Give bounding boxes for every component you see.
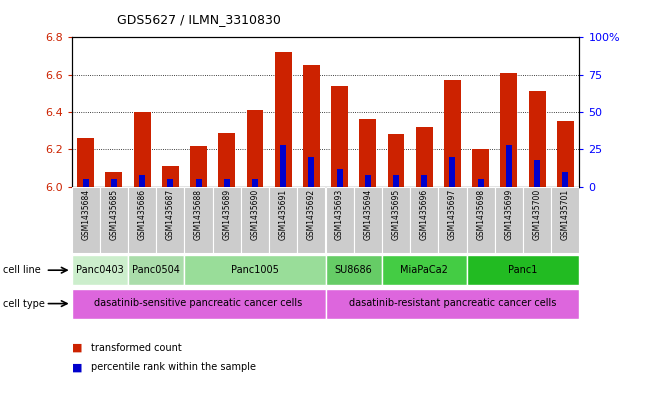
Bar (478, 179, 484, 187)
Text: GSM1435698: GSM1435698 (476, 189, 485, 240)
Bar (72, 255, 128, 285)
Bar (523, 187, 551, 253)
Text: Panc1: Panc1 (508, 264, 538, 275)
Text: GSM1435696: GSM1435696 (420, 189, 429, 240)
Bar (100, 187, 128, 253)
Text: GSM1435684: GSM1435684 (81, 189, 90, 240)
Text: GSM1435687: GSM1435687 (166, 189, 175, 240)
Bar (472, 149, 489, 187)
Bar (303, 65, 320, 187)
Bar (252, 179, 258, 187)
Bar (275, 52, 292, 187)
Text: GSM1435699: GSM1435699 (505, 189, 514, 240)
Bar (83, 179, 89, 187)
Bar (77, 138, 94, 187)
Text: GSM1435685: GSM1435685 (109, 189, 118, 240)
Bar (438, 187, 467, 253)
Bar (562, 172, 568, 187)
Bar (353, 187, 382, 253)
Bar (410, 187, 438, 253)
Bar (162, 166, 179, 187)
Bar (495, 187, 523, 253)
Bar (111, 179, 117, 187)
Bar (365, 175, 371, 187)
Bar (128, 187, 156, 253)
Bar (156, 187, 184, 253)
Text: GSM1435697: GSM1435697 (448, 189, 457, 240)
Bar (133, 112, 150, 187)
Text: GSM1435689: GSM1435689 (222, 189, 231, 240)
Text: GSM1435701: GSM1435701 (561, 189, 570, 240)
Bar (359, 119, 376, 187)
Bar (467, 255, 579, 285)
Bar (218, 132, 235, 187)
Bar (213, 187, 241, 253)
Text: cell type: cell type (3, 299, 45, 309)
Bar (534, 160, 540, 187)
Bar (190, 145, 207, 187)
Bar (337, 169, 342, 187)
Bar (467, 187, 495, 253)
Text: GSM1435686: GSM1435686 (137, 189, 146, 240)
Bar (184, 187, 213, 253)
Bar (421, 175, 427, 187)
Bar (449, 157, 456, 187)
Bar (387, 134, 404, 187)
Bar (167, 179, 173, 187)
Bar (501, 73, 518, 187)
Bar (72, 187, 100, 253)
Bar (382, 187, 410, 253)
Bar (326, 187, 353, 253)
Text: ■: ■ (72, 362, 82, 373)
Text: cell line: cell line (3, 265, 41, 275)
Bar (184, 255, 326, 285)
Bar (269, 187, 298, 253)
Text: dasatinib-resistant pancreatic cancer cells: dasatinib-resistant pancreatic cancer ce… (349, 298, 556, 308)
Text: transformed count: transformed count (91, 343, 182, 353)
Bar (309, 157, 314, 187)
Text: Panc0403: Panc0403 (76, 264, 124, 275)
Text: GSM1435690: GSM1435690 (251, 189, 260, 240)
Bar (529, 92, 546, 187)
Bar (139, 175, 145, 187)
Bar (280, 145, 286, 187)
Bar (247, 110, 264, 187)
Text: ■: ■ (72, 343, 82, 353)
Text: GSM1435700: GSM1435700 (533, 189, 542, 240)
Bar (382, 255, 467, 285)
Bar (444, 80, 461, 187)
Bar (241, 187, 269, 253)
Text: dasatinib-sensitive pancreatic cancer cells: dasatinib-sensitive pancreatic cancer ce… (94, 298, 303, 308)
Text: GDS5627 / ILMN_3310830: GDS5627 / ILMN_3310830 (117, 13, 281, 26)
Text: GSM1435688: GSM1435688 (194, 189, 203, 240)
Bar (393, 175, 399, 187)
Text: GSM1435693: GSM1435693 (335, 189, 344, 240)
Bar (195, 179, 202, 187)
Text: percentile rank within the sample: percentile rank within the sample (91, 362, 256, 373)
Text: MiaPaCa2: MiaPaCa2 (400, 264, 448, 275)
Text: GSM1435695: GSM1435695 (391, 189, 400, 240)
Bar (105, 172, 122, 187)
Bar (224, 179, 230, 187)
Bar (326, 255, 382, 285)
Text: SU8686: SU8686 (335, 264, 372, 275)
Bar (506, 145, 512, 187)
Bar (416, 127, 433, 187)
Bar (72, 288, 326, 319)
Bar (326, 288, 579, 319)
Bar (128, 255, 184, 285)
Text: GSM1435692: GSM1435692 (307, 189, 316, 240)
Text: GSM1435691: GSM1435691 (279, 189, 288, 240)
Bar (551, 187, 579, 253)
Text: Panc1005: Panc1005 (231, 264, 279, 275)
Text: GSM1435694: GSM1435694 (363, 189, 372, 240)
Bar (557, 121, 574, 187)
Bar (298, 187, 326, 253)
Bar (331, 86, 348, 187)
Text: Panc0504: Panc0504 (132, 264, 180, 275)
